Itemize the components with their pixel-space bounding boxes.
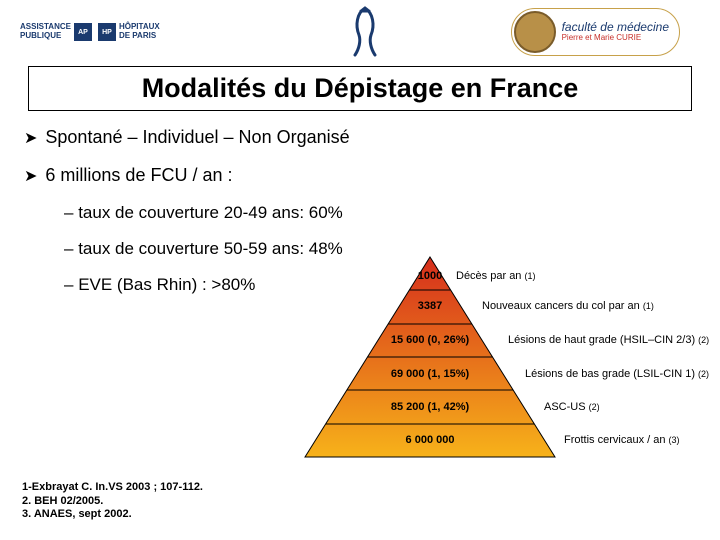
logo-aphp-icon: AP — [74, 23, 92, 41]
pyr-val-5: 85 200 (1, 42%) — [360, 401, 500, 413]
pyr-label-3: Lésions de haut grade (HSIL–CIN 2/3) (2) — [508, 334, 709, 347]
logo-faculte: faculté de médecine Pierre et Marie CURI… — [511, 8, 680, 56]
pyr-val-6: 6 000 000 — [348, 434, 512, 446]
references: 1-Exbrayat C. In.VS 2003 ; 107-112. 2. B… — [22, 481, 203, 522]
bullet-arrow-icon: ➤ — [24, 165, 37, 189]
title-bar: Modalités du Dépistage en France — [28, 66, 692, 111]
logo-faculte-seal-icon — [514, 11, 556, 53]
pyr-val-1: 1000 — [412, 270, 448, 282]
ref-2: 2. BEH 02/2005. — [22, 495, 203, 509]
bullet-2-text: 6 millions de FCU / an : — [45, 165, 232, 186]
bullet-1-text: Spontané – Individuel – Non Organisé — [45, 127, 349, 148]
sub-1: – taux de couverture 20-49 ans: 60% — [64, 203, 696, 223]
pyr-val-4: 69 000 (1, 15%) — [372, 368, 488, 380]
bullet-2: ➤ 6 millions de FCU / an : — [24, 165, 696, 189]
sub-3-text: EVE (Bas Rhin) : >80% — [78, 275, 255, 294]
logo-aphp-l2: Publique — [20, 32, 71, 41]
bullet-1: ➤ Spontané – Individuel – Non Organisé — [24, 127, 696, 151]
pyr-val-2: 3387 — [400, 300, 460, 312]
logo-center-figure — [345, 5, 385, 59]
pyr-val-3: 15 600 (0, 26%) — [382, 334, 478, 346]
pyramid-chart — [300, 252, 560, 462]
ref-1: 1-Exbrayat C. In.VS 2003 ; 107-112. — [22, 481, 203, 495]
sub-1-text: taux de couverture 20-49 ans: 60% — [78, 203, 343, 222]
pyr-label-1: Décès par an (1) — [456, 270, 536, 283]
pyr-label-5: ASC-US (2) — [544, 401, 600, 414]
pyr-label-4: Lésions de bas grade (LSIL-CIN 1) (2) — [525, 368, 709, 381]
logo-row: Assistance Publique AP HP Hôpitaux de Pa… — [0, 0, 720, 62]
logo-aphp: Assistance Publique AP HP Hôpitaux de Pa… — [20, 23, 220, 41]
bullet-arrow-icon: ➤ — [24, 127, 37, 151]
pyr-label-2: Nouveaux cancers du col par an (1) — [482, 300, 654, 313]
page-title: Modalités du Dépistage en France — [142, 73, 579, 103]
pyr-label-6: Frottis cervicaux / an (3) — [564, 434, 680, 447]
logo-aphp-l4: de Paris — [119, 32, 160, 41]
logo-aphp-icon2: HP — [98, 23, 116, 41]
ref-3: 3. ANAES, sept 2002. — [22, 508, 203, 522]
logo-faculte-sub: Pierre et Marie CURIE — [562, 34, 669, 43]
pyramid-area: 1000 3387 15 600 (0, 26%) 69 000 (1, 15%… — [300, 252, 710, 492]
